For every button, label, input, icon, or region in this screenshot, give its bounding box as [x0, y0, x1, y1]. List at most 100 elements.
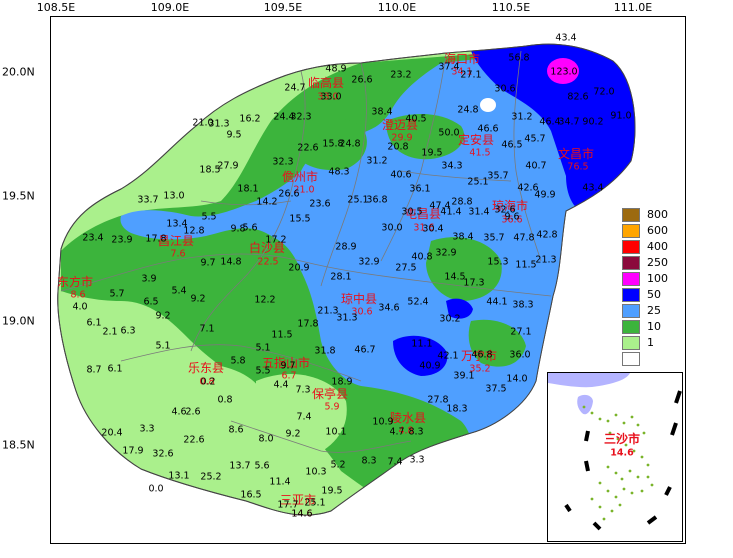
station-value: 52.4 [407, 296, 429, 308]
station-value: 9.8 [230, 223, 246, 235]
city-value: 21.0 [293, 184, 315, 196]
city-value: 34.1 [451, 66, 473, 78]
station-value: 17.8 [297, 318, 319, 330]
legend-row [622, 352, 682, 367]
city-name: 保亭县 [311, 387, 349, 401]
station-value: 3.3 [139, 423, 155, 435]
station-value: 27.1 [460, 69, 482, 81]
station-value: 5.8 [230, 355, 246, 367]
city-name: 东方市 [56, 275, 94, 289]
station-value: 28.1 [330, 271, 352, 283]
station-value: 19.5 [421, 147, 443, 159]
station-value: 34.3 [441, 160, 463, 172]
lat-label: 18.5N [2, 438, 35, 452]
lat-label: 19.0N [2, 314, 35, 328]
station-value: 40.5 [405, 113, 427, 125]
station-value: 2.6 [185, 406, 201, 418]
station-value: 14.6 [291, 508, 313, 520]
station-value: 20.4 [101, 427, 123, 439]
county-boundary [320, 62, 367, 287]
legend-label: 600 [647, 224, 668, 237]
inset-svg [548, 373, 682, 531]
station-value: 72.0 [593, 86, 615, 98]
county-boundary [190, 70, 306, 352]
station-value: 8.0 [258, 433, 274, 445]
county-boundary [230, 420, 412, 453]
city-name: 琼海市 [491, 199, 529, 213]
station-value: 46.7 [354, 344, 376, 356]
station-value: 11.1 [411, 338, 433, 350]
station-value: 42.8 [536, 229, 558, 241]
station-value: 15.8 [322, 138, 344, 150]
legend-label: 10 [647, 320, 661, 333]
station-value: 10.9 [372, 416, 394, 428]
station-value: 8.6 [228, 424, 244, 436]
station-value: 13.1 [168, 470, 190, 482]
station-value: 18.9 [331, 376, 353, 388]
rain-zone-10-25 [291, 117, 367, 171]
station-value: 40.6 [390, 169, 412, 181]
legend-row: 250 [622, 256, 682, 271]
station-value: 30.2 [439, 313, 461, 325]
rain-zone-1-10 [111, 361, 264, 421]
city-name: 昌江县 [157, 234, 195, 248]
city-name: 临高县 [307, 76, 345, 90]
station-value: 4.7 [389, 426, 405, 438]
station-value: 17.3 [463, 277, 485, 289]
city-value: 0.8 [199, 376, 215, 388]
station-value: 11.5 [515, 259, 537, 271]
station-value: 123.0 [550, 66, 578, 78]
station-value: 13.4 [166, 218, 188, 230]
station-value: 14.0 [506, 373, 528, 385]
inset-islands [582, 405, 654, 521]
legend-swatch [622, 288, 640, 302]
station-value: 30.4 [422, 223, 444, 235]
station-value: 28.9 [335, 241, 357, 253]
station-value: 12.8 [183, 225, 205, 237]
station-value: 18.1 [237, 183, 259, 195]
station-value: 5.2 [330, 459, 346, 471]
rain-zone-10-25 [386, 114, 465, 160]
station-value: 30.5 [401, 206, 423, 218]
station-value: 38.4 [452, 231, 474, 243]
station-value: 3.9 [141, 273, 157, 285]
station-value: 31.3 [336, 312, 358, 324]
station-value: 5.1 [255, 342, 271, 354]
station-value: 5.1 [155, 340, 171, 352]
station-value: 42.6 [517, 182, 539, 194]
station-value: 6.5 [143, 296, 159, 308]
rain-zone-1-10 [256, 373, 347, 462]
station-value: 27.5 [395, 262, 417, 274]
rain-zone-10-25 [426, 237, 502, 301]
legend-row: 400 [622, 240, 682, 255]
legend-label: 400 [647, 240, 668, 253]
station-value: 13.0 [163, 190, 185, 202]
station-value: 4.0 [72, 301, 88, 313]
station-value: 14.5 [444, 271, 466, 283]
station-value: 56.8 [508, 52, 530, 64]
city-name: 儋州市 [281, 170, 319, 184]
station-value: 17.2 [265, 234, 287, 246]
station-value: 21.3 [535, 254, 557, 266]
station-value: 24.4 [273, 111, 295, 123]
station-value: 46.4 [539, 116, 561, 128]
legend-row: 1 [622, 336, 682, 351]
station-value: 27.9 [217, 160, 239, 172]
station-value: 19.5 [321, 485, 343, 497]
station-value: 15.3 [487, 256, 509, 268]
lon-label: 111.0E [613, 1, 653, 14]
station-value: 6.3 [120, 325, 136, 337]
station-value: 5.6 [254, 460, 270, 472]
city-value: 14.6 [610, 447, 634, 459]
station-value: 25.1 [467, 176, 489, 188]
station-value: 32.9 [435, 247, 457, 259]
county-boundary [380, 52, 447, 262]
county-boundary [400, 170, 512, 182]
map-frame [50, 16, 686, 544]
station-value: 15.5 [289, 213, 311, 225]
rain-zone-50-100 [393, 335, 448, 376]
station-value: 7.1 [199, 323, 215, 335]
station-value: 34.7 [558, 116, 580, 128]
station-value: 24.8 [457, 104, 479, 116]
station-value: 8.3 [361, 455, 377, 467]
